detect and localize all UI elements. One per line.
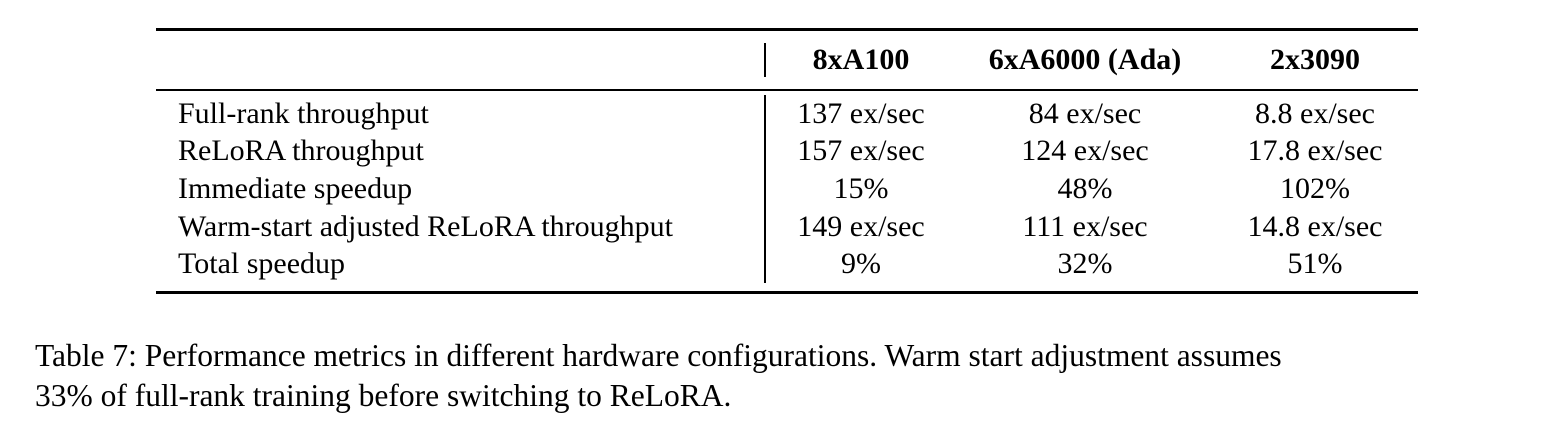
table-cell: 149 ex/sec [797,209,925,243]
table-row: Immediate speedup 15% 48% 102% [156,170,1418,208]
table-cell: 17.8 ex/sec [1247,134,1383,168]
table-cell: 48% [1057,171,1113,205]
row-label: Immediate speedup [178,171,413,205]
table-cell: 124 ex/sec [1021,134,1149,168]
table-row: Full-rank throughput 137 ex/sec 84 ex/se… [156,95,1418,133]
table-mid-rule [156,89,1418,91]
table-cell: 157 ex/sec [797,134,925,168]
column-header-8xa100: 8xA100 [812,43,910,76]
table-row: Warm-start adjusted ReLoRA throughput 14… [156,207,1418,246]
column-separator [764,95,766,133]
row-label: Total speedup [178,247,346,281]
header-empty-cell [156,31,764,89]
table-cell: 137 ex/sec [797,96,925,130]
column-header-6xa6000: 6xA6000 (Ada) [988,43,1182,76]
table-cell: 84 ex/sec [1028,96,1142,130]
table-body: Full-rank throughput 137 ex/sec 84 ex/se… [156,91,1418,291]
column-separator [764,132,766,171]
row-label: Warm-start adjusted ReLoRA throughput [178,209,673,243]
column-separator [764,43,766,77]
table-cell: 9% [841,247,881,281]
table-cell: 15% [833,171,889,205]
table-row: Total speedup 9% 32% 51% [156,245,1418,283]
column-separator [764,207,766,246]
caption-line-2: 33% of full-rank training before switchi… [35,378,732,413]
row-label: Full-rank throughput [178,96,429,130]
table-row: ReLoRA throughput 157 ex/sec 124 ex/sec … [156,132,1418,171]
table-caption: Table 7: Performance metrics in differen… [35,336,1545,416]
table-cell: 32% [1057,247,1113,281]
table-bottom-rule [156,290,1418,294]
caption-line-1: Table 7: Performance metrics in differen… [35,338,1282,373]
column-separator [764,245,766,283]
table-cell: 14.8 ex/sec [1247,209,1383,243]
column-header-2x3090: 2x3090 [1270,43,1360,76]
row-label: ReLoRA throughput [178,134,424,168]
table-cell: 111 ex/sec [1022,209,1148,243]
table-header-row: 8xA100 6xA6000 (Ada) 2x3090 [156,31,1418,89]
column-separator [764,170,766,208]
table-cell: 8.8 ex/sec [1255,96,1375,130]
table-top-rule [156,28,1418,31]
table-cell: 102% [1280,171,1350,205]
table-cell: 51% [1287,247,1343,281]
performance-table: 8xA100 6xA6000 (Ada) 2x3090 Full-rank th… [156,28,1418,294]
